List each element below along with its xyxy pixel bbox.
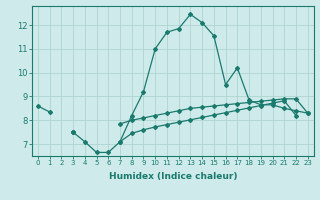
X-axis label: Humidex (Indice chaleur): Humidex (Indice chaleur) — [108, 172, 237, 181]
